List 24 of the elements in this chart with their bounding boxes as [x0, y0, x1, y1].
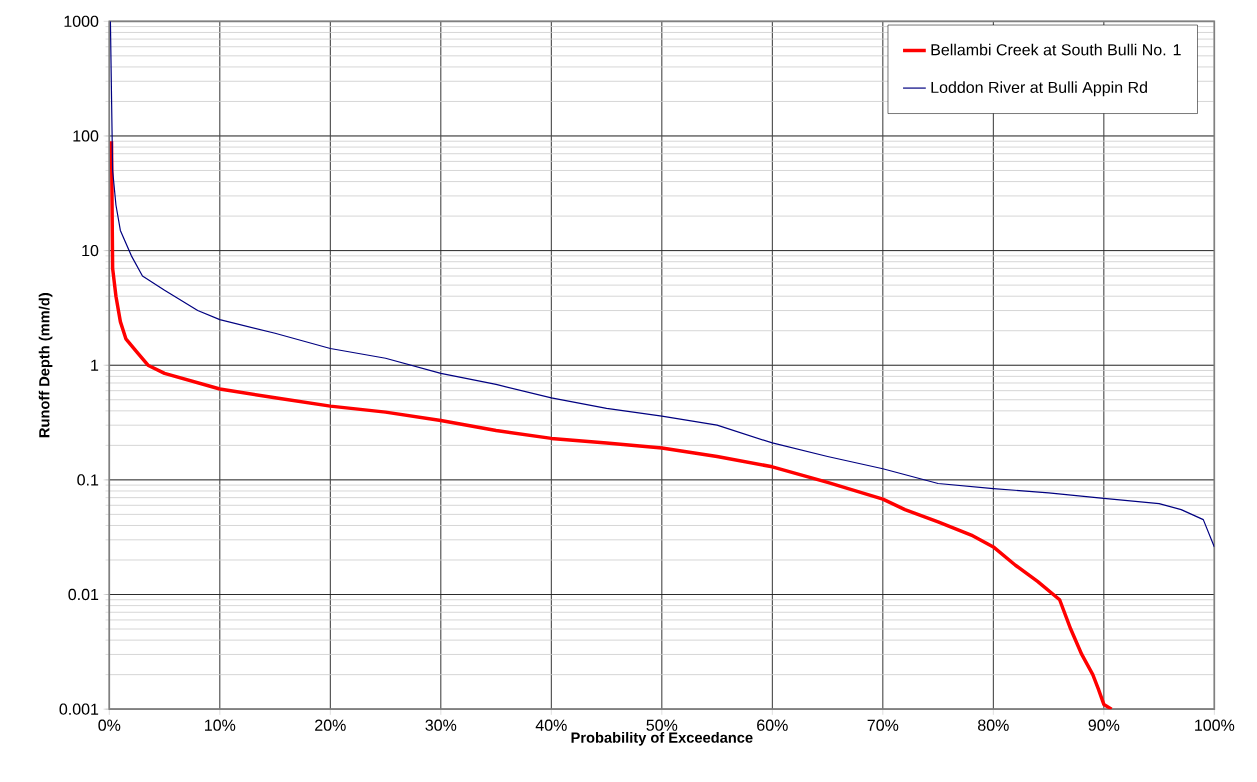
y-axis-title: Runoff Depth (mm/d) — [38, 292, 53, 437]
legend-label: Loddon River at Bulli Appin Rd — [931, 81, 1147, 96]
x-tick-label: 0% — [98, 719, 121, 731]
x-tick-label: 30% — [425, 719, 457, 731]
y-tick-label: 0.001 — [59, 703, 99, 715]
x-tick-label: 40% — [535, 719, 567, 731]
y-tick-label: 1 — [91, 359, 99, 371]
x-tick-label: 10% — [205, 719, 236, 731]
x-tick-label: 90% — [1088, 719, 1120, 731]
x-axis-title: Probability of Exceedance — [571, 731, 753, 746]
line-series — [109, 21, 1215, 548]
x-tick-label: 100% — [1195, 719, 1235, 731]
y-tick-label: 0.1 — [77, 474, 99, 486]
x-tick-label: 80% — [978, 719, 1009, 731]
y-tick-label: 10 — [82, 244, 99, 257]
line-series — [109, 139, 1114, 709]
legend-label: Bellambi Creek at South Bulli No. 1 — [931, 43, 1181, 56]
y-tick-label: 0.01 — [68, 588, 99, 600]
y-tick-label: 100 — [73, 130, 99, 142]
x-tick-label: 70% — [867, 719, 899, 731]
x-tick-label: 20% — [315, 719, 346, 731]
x-tick-label: 60% — [757, 719, 788, 731]
y-tick-label: 1000 — [64, 15, 99, 27]
x-tick-label: 50% — [646, 719, 678, 731]
